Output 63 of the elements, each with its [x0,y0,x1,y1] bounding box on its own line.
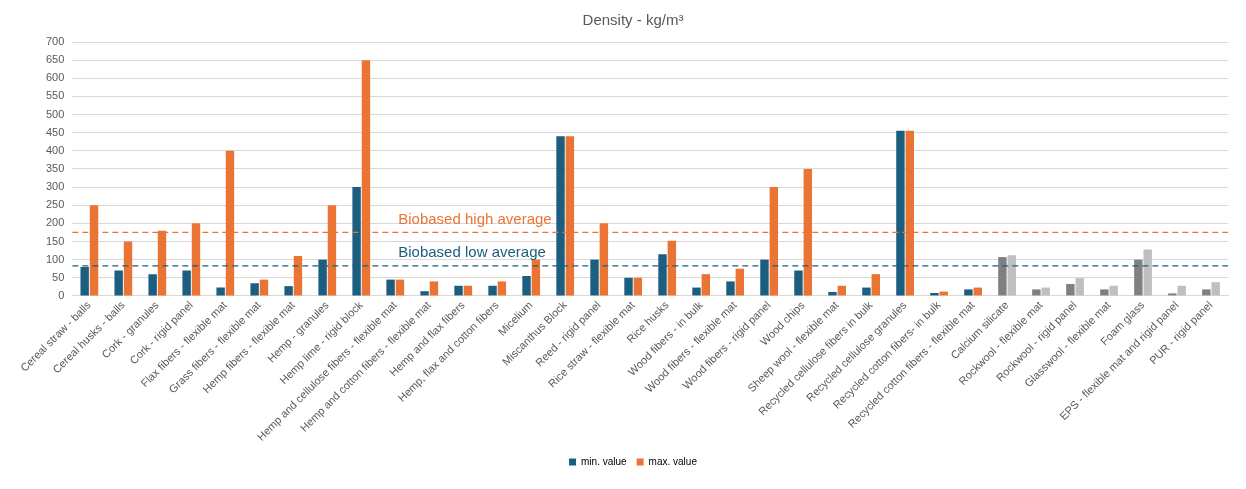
bar [1066,283,1075,296]
bar [667,240,677,296]
bar [1100,289,1109,296]
bar [216,287,225,296]
bar [1007,255,1016,296]
bar [692,287,701,296]
bar [420,291,429,296]
bar [624,277,633,296]
bar [531,259,541,296]
bar [1075,278,1084,296]
bar [454,285,463,296]
y-tick-label: 350 [45,161,65,174]
y-tick-label: 200 [45,216,65,229]
bar [114,270,123,296]
bar [395,279,405,296]
bar [735,268,745,296]
bar [701,274,711,296]
bar [522,275,531,296]
ref-line-label: Biobased high average [398,210,552,228]
chart-title: Density - kg/m³ [582,11,684,29]
bar [488,285,497,296]
bar [284,286,293,296]
y-tick-label: 650 [45,53,65,66]
bar [1177,285,1186,296]
bar [998,257,1007,296]
bar [182,270,191,296]
y-tick-label: 250 [45,198,65,211]
bar [930,293,939,296]
bar [633,277,643,296]
y-tick-label: 300 [45,180,65,193]
y-tick-label: 500 [45,107,65,120]
bar [250,283,259,296]
bar [964,289,973,296]
y-tick-label: 600 [45,71,65,84]
bar [123,241,133,296]
bar [726,281,735,296]
y-tick-label: 400 [45,143,65,156]
y-tick-label: 450 [45,125,65,138]
y-tick-label: 700 [45,35,65,48]
y-tick-label: 0 [58,288,65,301]
bar [429,281,439,296]
ref-line-label: Biobased low average [398,243,546,261]
legend-label: min. value [581,455,628,467]
bar [1168,293,1177,296]
bar [293,256,303,296]
bar [862,287,871,296]
bar [1202,289,1211,296]
bar [794,270,803,296]
bar [871,274,880,296]
bar [828,291,837,296]
y-tick-label: 550 [45,89,65,102]
bar [386,279,395,296]
y-tick-label: 100 [45,252,65,265]
bar [148,274,157,296]
bar [1211,282,1220,296]
bar [1032,289,1041,296]
bar [1134,259,1143,296]
bar [1143,249,1152,296]
bar [259,279,269,296]
bar [497,281,507,296]
y-tick-label: 50 [52,270,65,283]
y-tick-label: 150 [45,234,65,247]
legend-label: max. value [648,455,698,467]
